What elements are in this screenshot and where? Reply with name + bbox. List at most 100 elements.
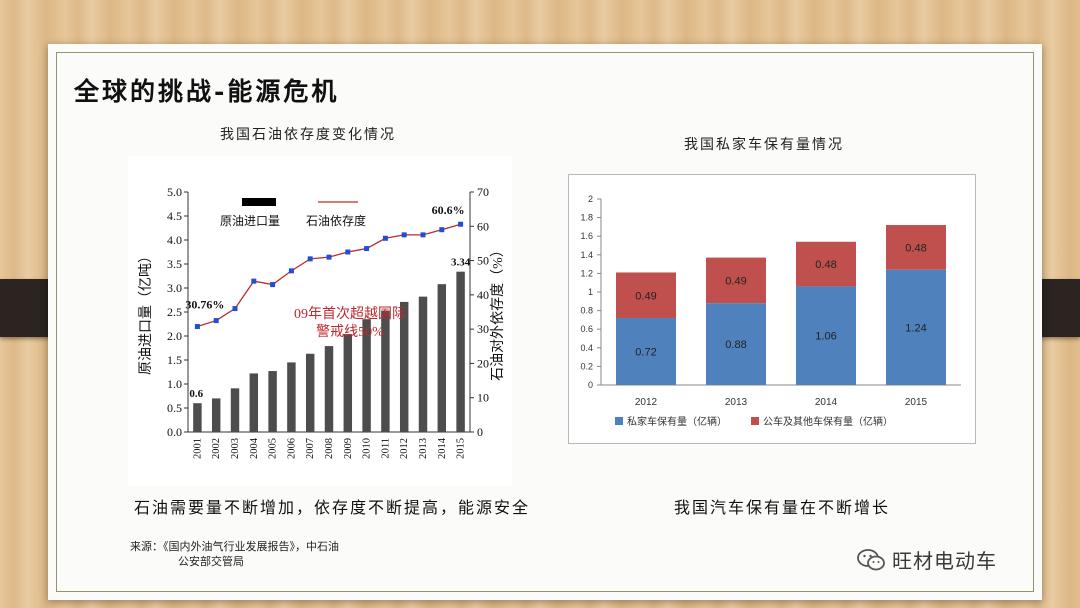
oil-caption: 石油需要量不断增加，依存度不断提高，能源安全	[134, 498, 531, 517]
oil-import-bar	[324, 346, 334, 432]
legend-bar-label: 原油进口量	[220, 214, 280, 228]
car-y-tick-label: 1	[588, 287, 593, 297]
oil-dependency-marker	[270, 282, 276, 288]
warning-annotation-line1: 09年首次超越国际	[294, 306, 406, 322]
private-car-value-label: 0.88	[725, 339, 746, 351]
legend-private-swatch	[615, 417, 623, 425]
public-car-bar	[706, 257, 766, 304]
oil-right-tick-label: 50	[477, 254, 489, 268]
watermark-text: 旺材电动车	[892, 551, 997, 573]
oil-x-tick-label: 2003	[230, 438, 241, 459]
source-note: 来源：《国内外油气行业发展报告》，中石油 公安部交管局	[130, 540, 339, 570]
oil-chart-subtitle: 我国石油依存度变化情况	[220, 127, 396, 143]
oil-x-tick-label: 2015	[456, 438, 467, 459]
car-ownership-chart: 0 0.2 0.4 0.6 0.8 1 1.2 1.4 1.6 1.8 2 0.72 0.49 2012 0…	[568, 174, 976, 444]
oil-x-tick-label: 2005	[268, 438, 279, 459]
private-car-bar	[616, 318, 676, 385]
last-bar-label: 3.34	[451, 257, 471, 269]
oil-import-bar	[268, 371, 277, 432]
private-car-value-label: 1.24	[905, 322, 926, 334]
legend-private-label: 私家车保有量（亿辆）	[627, 415, 727, 428]
oil-dependency-marker	[364, 246, 370, 252]
slide-card: 全球的挑战-能源危机 我国石油依存度变化情况 我国私家车保有量情况 0.0 0.5…	[48, 44, 1042, 600]
oil-right-tick-label: 70	[477, 185, 489, 199]
oil-x-tick-label: 2014	[437, 437, 448, 459]
oil-import-bar	[249, 373, 259, 432]
first-line-label: 30.76%	[185, 298, 224, 312]
oil-dependency-marker	[251, 278, 257, 284]
oil-left-tick-label: 1.5	[167, 353, 182, 367]
oil-dependency-marker	[420, 232, 426, 238]
oil-x-tick-label: 2004	[249, 437, 260, 459]
legend-line-label: 石油依存度	[306, 213, 366, 228]
car-chart-svg: 0 0.2 0.4 0.6 0.8 1 1.2 1.4 1.6 1.8 2 0.72 0.49 2012 0…	[580, 194, 961, 428]
oil-dependency-marker	[382, 235, 388, 241]
car-x-tick-label: 2015	[905, 397, 928, 408]
oil-left-axis-title: 原油进口量（亿吨）	[138, 249, 154, 375]
oil-left-tick-label: 0.0	[167, 425, 182, 439]
oil-import-bar	[287, 362, 296, 432]
car-y-tick-label: 1.4	[580, 250, 593, 260]
oil-import-bar	[399, 301, 409, 432]
oil-left-tick-label: 3.5	[167, 257, 182, 271]
oil-dependency-marker	[194, 324, 200, 330]
oil-x-tick-label: 2007	[305, 438, 316, 459]
private-car-bar	[796, 286, 856, 385]
car-x-tick-label: 2013	[725, 397, 748, 408]
oil-left-tick-label: 2.0	[167, 329, 182, 343]
oil-dependency-marker	[345, 249, 351, 255]
private-car-value-label: 1.06	[815, 331, 836, 343]
oil-import-bar	[343, 334, 353, 432]
source-line-2: 公安部交管局	[178, 556, 244, 568]
oil-x-tick-label: 2013	[418, 438, 429, 459]
oil-x-tick-label: 2008	[324, 438, 335, 459]
oil-left-tick-label: 1.0	[167, 377, 182, 391]
public-car-value-label: 0.49	[725, 275, 746, 287]
legend-public-label: 公车及其他车保有量（亿辆）	[763, 415, 893, 428]
oil-x-tick-label: 2002	[211, 438, 222, 459]
oil-import-bar	[381, 310, 390, 432]
oil-import-bar	[211, 398, 221, 432]
oil-left-tick-label: 2.5	[167, 305, 182, 319]
oil-right-tick-label: 20	[477, 356, 489, 370]
car-x-tick-label: 2012	[635, 397, 658, 408]
car-x-tick-label: 2014	[815, 397, 838, 408]
oil-left-tick-label: 0.5	[167, 401, 182, 415]
car-y-tick-label: 0	[588, 380, 593, 390]
oil-import-bar	[456, 271, 465, 432]
oil-left-tick-label: 4.0	[167, 233, 182, 247]
oil-import-bar	[305, 353, 315, 432]
car-y-tick-label: 2	[588, 194, 593, 204]
oil-import-bar	[230, 388, 240, 432]
oil-import-bar	[362, 319, 371, 432]
warning-annotation-line2: 警戒线50%	[316, 324, 384, 340]
source-line-1: 来源：《国内外油气行业发展报告》，中石油	[130, 541, 339, 553]
legend-bar-swatch	[242, 198, 276, 206]
oil-dependency-marker	[307, 256, 313, 262]
oil-right-tick-label: 0	[477, 425, 483, 439]
oil-dependency-marker	[401, 232, 407, 238]
private-car-bar	[886, 269, 946, 385]
oil-chart-svg: 0.0 0.5 1.0 1.5 2.0 2.5 3.0 3.5 4.0 4.5 5.0 0 10 20 30…	[138, 185, 506, 459]
oil-import-bar	[418, 296, 428, 432]
car-y-tick-label: 0.2	[580, 361, 593, 371]
first-bar-label: 0.6	[189, 388, 203, 400]
oil-x-tick-label: 2009	[343, 438, 354, 459]
oil-dependency-marker	[439, 227, 445, 233]
oil-left-tick-label: 5.0	[167, 185, 182, 199]
oil-x-tick-label: 2010	[362, 438, 373, 459]
slide-border	[56, 52, 1034, 592]
oil-left-tick-label: 4.5	[167, 209, 182, 223]
oil-dependency-marker	[326, 254, 332, 260]
oil-dependency-marker	[288, 268, 294, 274]
oil-dependency-marker	[213, 318, 219, 324]
oil-right-tick-label: 60	[477, 219, 489, 233]
watermark: 旺材电动车	[856, 545, 997, 574]
oil-dependency-marker	[232, 306, 238, 312]
public-car-value-label: 0.49	[635, 290, 656, 302]
oil-x-tick-label: 2011	[380, 438, 391, 459]
oil-right-tick-label: 40	[477, 288, 489, 302]
public-car-bar	[886, 225, 946, 270]
car-y-tick-label: 0.8	[580, 306, 593, 316]
last-line-label: 60.6%	[432, 203, 465, 217]
